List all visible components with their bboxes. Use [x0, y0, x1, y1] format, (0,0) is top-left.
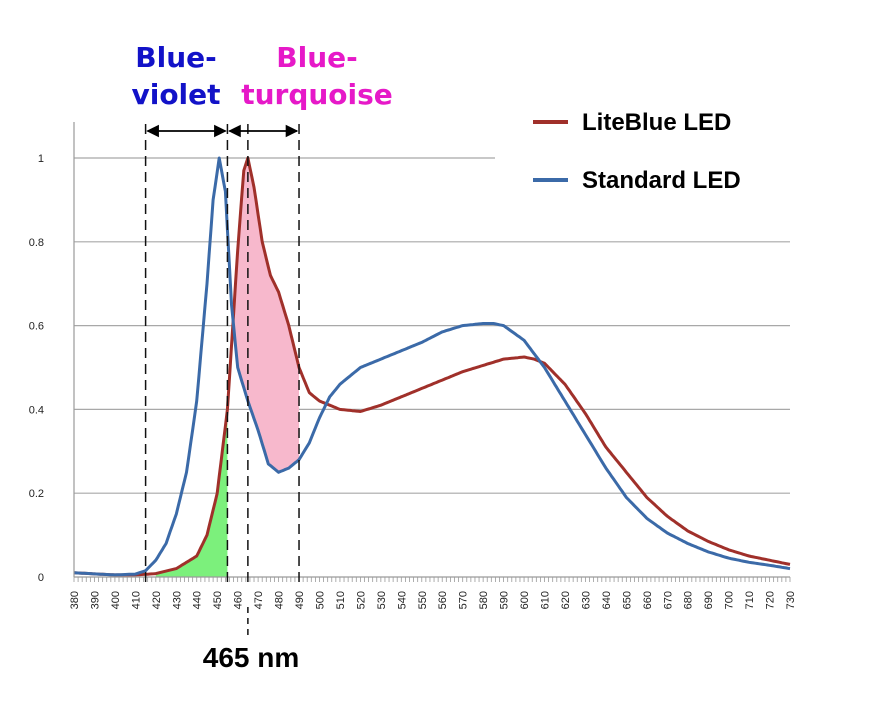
y-tick-label: 0.4 [29, 404, 44, 416]
x-tick-label: 710 [744, 591, 756, 609]
x-tick-label: 450 [212, 591, 224, 609]
x-tick-label: 660 [642, 591, 654, 609]
x-tick-label: 680 [683, 591, 695, 609]
blue-turquoise-label-line1: Blue- [276, 41, 357, 74]
x-tick-label: 420 [151, 591, 163, 609]
x-tick-label: 490 [294, 591, 306, 609]
y-tick-label: 0 [38, 572, 44, 584]
x-tick-label: 560 [437, 591, 449, 609]
y-tick-label: 0.2 [29, 488, 44, 500]
x-tick-label: 520 [355, 591, 367, 609]
blue-violet-label-line2: violet [131, 78, 220, 111]
y-tick-label: 1 [38, 153, 44, 165]
x-tick-label: 720 [765, 591, 777, 609]
x-tick-label: 440 [192, 591, 204, 609]
x-tick-label: 640 [601, 591, 613, 609]
x-tick-label: 430 [171, 591, 183, 609]
x-tick-label: 670 [662, 591, 674, 609]
x-tick-label: 610 [540, 591, 552, 609]
x-tick-label: 380 [69, 591, 81, 609]
blue-violet-label-line1: Blue- [135, 41, 216, 74]
x-tick-label: 500 [314, 591, 326, 609]
x-tick-label: 650 [621, 591, 633, 609]
x-tick-label: 550 [417, 591, 429, 609]
legend-standard-led-text: Standard LED [582, 167, 741, 194]
legend-liteblue-led-text: LiteBlue LED [582, 109, 731, 136]
x-tick-label: 410 [130, 591, 142, 609]
x-tick-label: 460 [233, 591, 245, 609]
x-tick-label: 600 [519, 591, 531, 609]
liteblue-led-line [73, 156, 791, 577]
x-tick-label: 530 [376, 591, 388, 609]
x-tick-label: 390 [89, 591, 101, 609]
x-tick-label: 590 [499, 591, 511, 609]
x-tick-label: 700 [724, 591, 736, 609]
x-tick-label: 570 [458, 591, 470, 609]
x-tick-label: 630 [580, 591, 592, 609]
labels: Blue-violet Blue-turquoise LiteBlue LED Sta… [131, 41, 740, 673]
x-tick-label: 580 [478, 591, 490, 609]
x-tick-label: 470 [253, 591, 265, 609]
axes: 0 0.2 0.4 0.6 0.8 1 380 390 400 410 420 430 440 450 46… [29, 122, 797, 609]
x-tick-label: 510 [335, 591, 347, 609]
x-tick-label: 730 [785, 591, 797, 609]
green-shaded-region [155, 409, 228, 577]
x-tick-label: 480 [274, 591, 286, 609]
x-tick-label: 620 [560, 591, 572, 609]
y-tick-label: 0.6 [29, 321, 44, 333]
marker-465-label: 465 nm [203, 642, 300, 673]
y-tick-label: 0.8 [29, 237, 44, 249]
dashed-markers [144, 124, 300, 636]
grid-lines [74, 157, 790, 494]
x-tick-label: 690 [703, 591, 715, 609]
series-lines [73, 156, 791, 577]
x-tick-label: 540 [396, 591, 408, 609]
blue-turquoise-label-line2: turquoise [241, 78, 393, 111]
x-tick-label: 400 [110, 591, 122, 609]
standard-led-line [73, 156, 791, 577]
